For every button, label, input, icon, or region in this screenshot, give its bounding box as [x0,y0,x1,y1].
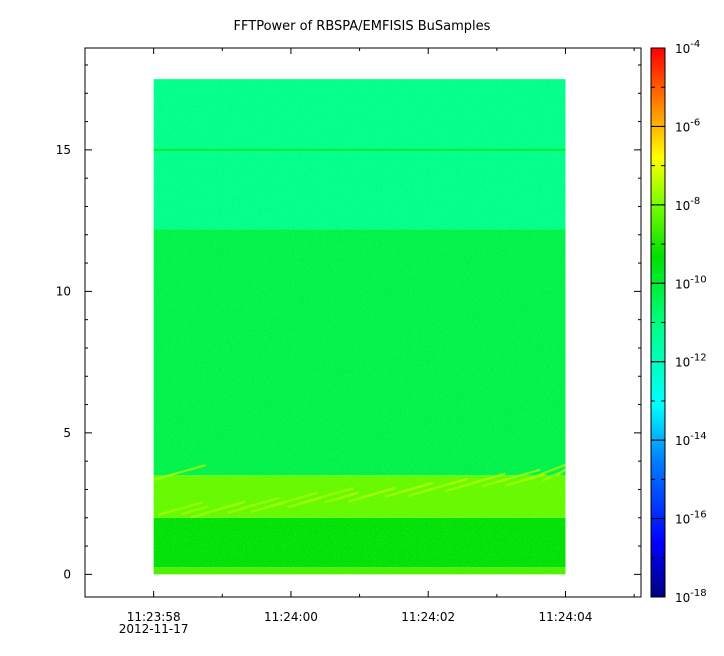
plot-frame [84,47,642,598]
noise-texture [153,79,566,575]
chart-title: FFTPower of RBSPA/EMFISIS BuSamples [234,19,491,34]
colorbar-tick-label: 10-10 [675,274,707,291]
colorbar-axis: 10-4 10-6 10-8 10-10 10-12 10-14 10-16 10-18 [651,39,707,605]
colorbar-tick-label: 10-16 [675,510,707,527]
x-tick-label: 11:24:00 [264,610,318,624]
x-tick-date: 2012-11-17 [119,622,189,636]
y-axis: 0 5 10 15 [56,64,641,581]
x-tick-label: 11:24:02 [401,610,455,624]
y-tick-label: 0 [63,567,71,581]
colorbar-tick-label: 10-8 [675,196,700,213]
x-tick-label: 11:24:04 [539,610,593,624]
colorbar-tick-label: 10-12 [675,353,707,370]
plot-area [153,79,567,575]
x-tick-label: 11:23:58 [127,610,181,624]
y-tick-label: 5 [63,426,71,440]
colorbar-tick-label: 10-14 [675,431,707,448]
colorbar-tick-label: 10-4 [675,39,700,56]
y-tick-label: 10 [56,284,71,298]
colorbar-tick-label: 10-6 [675,117,700,134]
y-tick-label: 15 [56,143,71,157]
colorbar-tick-label: 10-18 [675,588,707,605]
